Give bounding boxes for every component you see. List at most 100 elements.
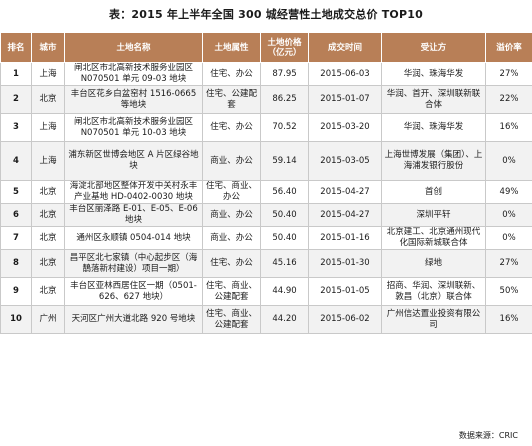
date-cell: 2015-01-07 (308, 85, 382, 114)
price-cell: 50.40 (260, 203, 309, 227)
price-cell: 56.40 (260, 180, 309, 204)
land-name-cell: 通州区永顺镇 0504-014 地块 (64, 226, 203, 250)
table-row: 2 北京 丰台区花乡白盆窑村 1516-0665 等地块 住宅、公建配套 86.… (0, 85, 532, 114)
usage-cell: 住宅、商业、办公 (202, 180, 261, 204)
premium-cell: 0% (485, 141, 532, 181)
date-cell: 2015-01-05 (308, 277, 382, 306)
date-cell: 2015-06-02 (308, 305, 382, 334)
price-cell: 59.14 (260, 141, 309, 181)
header-buyer: 受让方 (381, 32, 486, 63)
city-cell: 北京 (31, 180, 65, 204)
land-name-cell: 天河区广州大道北路 920 号地块 (64, 305, 203, 334)
data-source-note: 数据来源：CRIC (458, 431, 518, 440)
table-row: 3 上海 闸北区市北高新技术服务业园区 N070501 单元 10-03 地块 … (0, 113, 532, 142)
header-date: 成交时间 (308, 32, 382, 63)
price-cell: 44.20 (260, 305, 309, 334)
buyer-cell: 北京建工、北京通州现代化国际新城联合体 (381, 226, 486, 250)
usage-cell: 住宅、商业、公建配套 (202, 305, 261, 334)
land-name-cell: 浦东新区世博会地区 A 片区绿谷地块 (64, 141, 203, 181)
premium-cell: 27% (485, 249, 532, 278)
buyer-cell: 绿地 (381, 249, 486, 278)
premium-cell: 16% (485, 113, 532, 142)
date-cell: 2015-03-05 (308, 141, 382, 181)
table-row: 5 北京 海淀北部地区整体开发中关村永丰产业基地 HD-0402-0030 地块… (0, 180, 532, 204)
header-land-name: 土地名称 (64, 32, 203, 63)
table-header-row: 排名 城市 土地名称 土地属性 土地价格（亿元） 成交时间 受让方 溢价率 (0, 32, 532, 63)
premium-cell: 50% (485, 277, 532, 306)
rank-cell: 10 (0, 305, 32, 334)
usage-cell: 商业、办公 (202, 141, 261, 181)
rank-cell: 7 (0, 226, 32, 250)
buyer-cell: 华润、珠海华发 (381, 62, 486, 86)
premium-cell: 16% (485, 305, 532, 334)
price-cell: 50.40 (260, 226, 309, 250)
table-row: 10 广州 天河区广州大道北路 920 号地块 住宅、商业、公建配套 44.20… (0, 305, 532, 334)
date-cell: 2015-01-30 (308, 249, 382, 278)
date-cell: 2015-03-20 (308, 113, 382, 142)
premium-cell: 0% (485, 203, 532, 227)
usage-cell: 商业、办公 (202, 226, 261, 250)
land-name-cell: 闸北区市北高新技术服务业园区 N070501 单元 10-03 地块 (64, 113, 203, 142)
city-cell: 上海 (31, 141, 65, 181)
city-cell: 广州 (31, 305, 65, 334)
city-cell: 北京 (31, 249, 65, 278)
buyer-cell: 上海世博发展（集团）、上海浦发银行股份 (381, 141, 486, 181)
table-row: 6 北京 丰台区丽泽路 E-01、E-05、E-06 地块 商业、办公 50.4… (0, 203, 532, 227)
price-cell: 70.52 (260, 113, 309, 142)
table-row: 9 北京 丰台区亚林西居住区一期（0501-626、627 地块） 住宅、商业、… (0, 277, 532, 306)
usage-cell: 住宅、商业、公建配套 (202, 277, 261, 306)
header-rank: 排名 (0, 32, 32, 63)
buyer-cell: 华润、珠海华发 (381, 113, 486, 142)
land-name-cell: 丰台区亚林西居住区一期（0501-626、627 地块） (64, 277, 203, 306)
land-name-cell: 丰台区丽泽路 E-01、E-05、E-06 地块 (64, 203, 203, 227)
date-cell: 2015-01-16 (308, 226, 382, 250)
rank-cell: 9 (0, 277, 32, 306)
rank-cell: 1 (0, 62, 32, 86)
date-cell: 2015-04-27 (308, 180, 382, 204)
rank-cell: 8 (0, 249, 32, 278)
table-row: 4 上海 浦东新区世博会地区 A 片区绿谷地块 商业、办公 59.14 2015… (0, 141, 532, 181)
table-row: 7 北京 通州区永顺镇 0504-014 地块 商业、办公 50.40 2015… (0, 226, 532, 250)
header-premium: 溢价率 (485, 32, 532, 63)
city-cell: 上海 (31, 113, 65, 142)
land-name-cell: 闸北区市北高新技术服务业园区 N070501 单元 09-03 地块 (64, 62, 203, 86)
buyer-cell: 华润、首开、深圳联新联合体 (381, 85, 486, 114)
header-city: 城市 (31, 32, 65, 63)
city-cell: 北京 (31, 277, 65, 306)
premium-cell: 49% (485, 180, 532, 204)
table-body: 1 上海 闸北区市北高新技术服务业园区 N070501 单元 09-03 地块 … (0, 62, 532, 334)
premium-cell: 27% (485, 62, 532, 86)
price-cell: 44.90 (260, 277, 309, 306)
table-row: 8 北京 昌平区北七家镇（中心起步区（海鶄落新村建设）项目一期） 住宅、办公 4… (0, 249, 532, 278)
rank-cell: 2 (0, 85, 32, 114)
table-title: 表：2015 年上半年全国 300 城经营性土地成交总价 TOP10 (109, 8, 423, 21)
header-usage: 土地属性 (202, 32, 261, 63)
usage-cell: 住宅、办公 (202, 113, 261, 142)
top10-land-table: 排名 城市 土地名称 土地属性 土地价格（亿元） 成交时间 受让方 溢价率 1 … (0, 32, 532, 334)
city-cell: 北京 (31, 85, 65, 114)
date-cell: 2015-06-03 (308, 62, 382, 86)
city-cell: 北京 (31, 226, 65, 250)
usage-cell: 住宅、办公 (202, 249, 261, 278)
price-cell: 86.25 (260, 85, 309, 114)
date-cell: 2015-04-27 (308, 203, 382, 227)
buyer-cell: 广州信达置业投资有限公司 (381, 305, 486, 334)
land-name-cell: 昌平区北七家镇（中心起步区（海鶄落新村建设）项目一期） (64, 249, 203, 278)
usage-cell: 住宅、办公 (202, 62, 261, 86)
city-cell: 北京 (31, 203, 65, 227)
land-name-cell: 丰台区花乡白盆窑村 1516-0665 等地块 (64, 85, 203, 114)
usage-cell: 住宅、公建配套 (202, 85, 261, 114)
price-cell: 45.16 (260, 249, 309, 278)
land-name-cell: 海淀北部地区整体开发中关村永丰产业基地 HD-0402-0030 地块 (64, 180, 203, 204)
usage-cell: 商业、办公 (202, 203, 261, 227)
city-cell: 上海 (31, 62, 65, 86)
premium-cell: 0% (485, 226, 532, 250)
table-row: 1 上海 闸北区市北高新技术服务业园区 N070501 单元 09-03 地块 … (0, 62, 532, 86)
buyer-cell: 首创 (381, 180, 486, 204)
rank-cell: 5 (0, 180, 32, 204)
premium-cell: 22% (485, 85, 532, 114)
buyer-cell: 深圳平轩 (381, 203, 486, 227)
buyer-cell: 招商、华润、深圳联新、敦昌（北京）联合体 (381, 277, 486, 306)
rank-cell: 6 (0, 203, 32, 227)
